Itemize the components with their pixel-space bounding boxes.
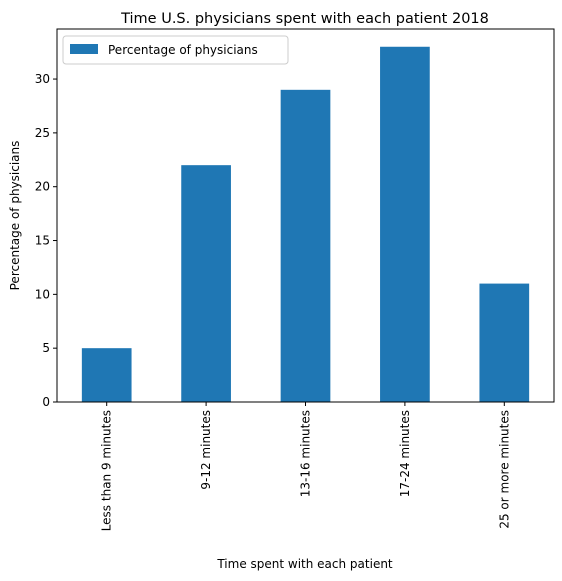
y-tick-label: 30	[35, 72, 50, 86]
x-axis-label: Time spent with each patient	[216, 557, 393, 571]
legend-label: Percentage of physicians	[108, 43, 258, 57]
y-tick-label: 0	[42, 395, 50, 409]
bar	[280, 89, 331, 402]
x-tick-label: 9-12 minutes	[199, 410, 213, 490]
chart-title: Time U.S. physicians spent with each pat…	[120, 11, 489, 27]
bars-group	[81, 46, 530, 402]
x-tick-label: 25 or more minutes	[497, 410, 511, 529]
legend-box	[62, 35, 289, 65]
y-axis-label: Percentage of physicians	[8, 141, 22, 291]
y-tick-label: 25	[35, 126, 50, 140]
y-tick-label: 15	[35, 234, 50, 248]
bar	[81, 348, 132, 402]
plot-frame	[56, 28, 555, 403]
y-tick-label: 20	[35, 180, 50, 194]
y-axis: 0 5 10 15 20 25 30	[35, 72, 57, 409]
bar	[181, 165, 231, 402]
x-axis: Less than 9 minutes 9-12 minutes 13-16 min…	[100, 402, 511, 531]
bar	[479, 283, 530, 402]
x-tick-label: 13-16 minutes	[299, 410, 313, 497]
legend-swatch	[70, 44, 98, 54]
y-tick-label: 5	[42, 341, 50, 355]
legend: Percentage of physicians	[62, 35, 289, 65]
y-tick-label: 10	[35, 287, 50, 301]
x-tick-label: 17-24 minutes	[398, 410, 412, 497]
bar	[380, 46, 430, 402]
x-tick-label: Less than 9 minutes	[100, 410, 114, 531]
